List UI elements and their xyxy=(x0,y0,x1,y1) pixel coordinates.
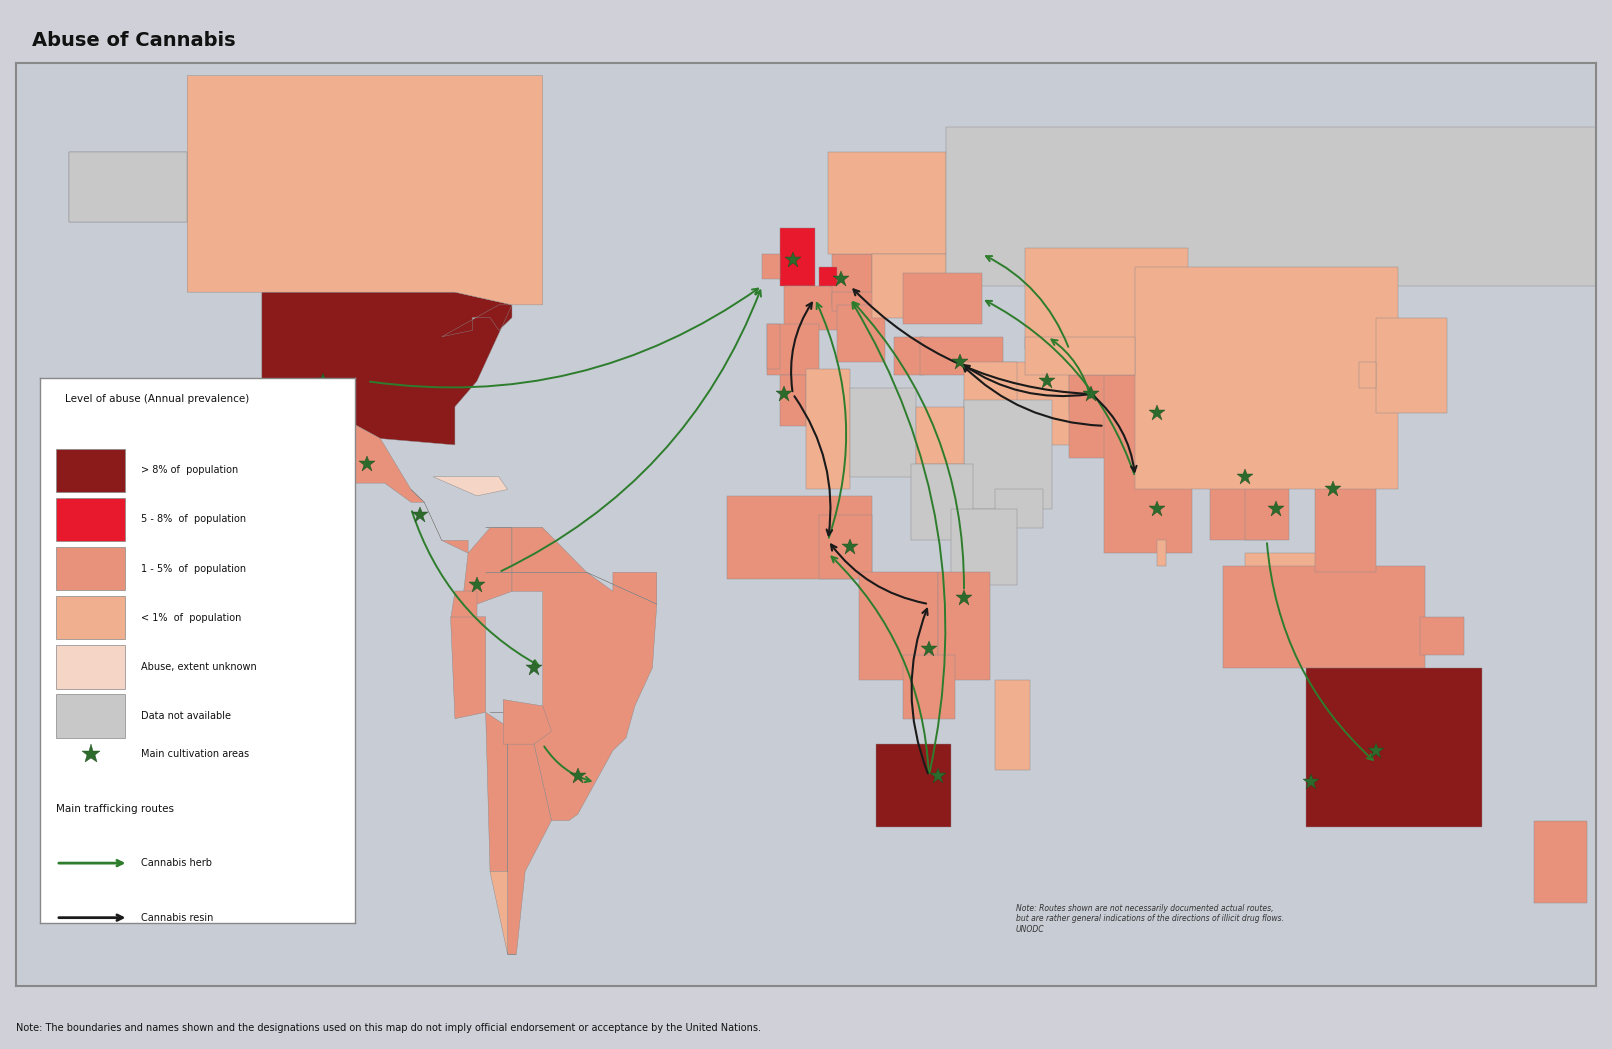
Polygon shape xyxy=(819,515,872,579)
Polygon shape xyxy=(964,401,1051,509)
Polygon shape xyxy=(946,127,1596,285)
Polygon shape xyxy=(903,273,982,324)
Polygon shape xyxy=(1104,374,1193,553)
Text: < 1%  of  population: < 1% of population xyxy=(140,613,242,623)
Polygon shape xyxy=(783,285,841,330)
Text: Note: The boundaries and names shown and the designations used on this map do no: Note: The boundaries and names shown and… xyxy=(16,1023,761,1033)
Polygon shape xyxy=(767,324,780,368)
Polygon shape xyxy=(1244,451,1288,540)
Polygon shape xyxy=(69,152,187,222)
FancyBboxPatch shape xyxy=(56,497,126,541)
Polygon shape xyxy=(1244,553,1333,598)
Text: Main cultivation areas: Main cultivation areas xyxy=(140,749,248,759)
Polygon shape xyxy=(920,337,1003,374)
Polygon shape xyxy=(832,254,872,305)
Polygon shape xyxy=(911,464,972,540)
Text: Main trafficking routes: Main trafficking routes xyxy=(56,804,174,814)
FancyBboxPatch shape xyxy=(56,449,126,492)
Polygon shape xyxy=(490,712,516,955)
FancyBboxPatch shape xyxy=(56,596,126,640)
Text: Cannabis resin: Cannabis resin xyxy=(140,913,213,923)
Polygon shape xyxy=(485,528,656,820)
Polygon shape xyxy=(1535,820,1588,903)
Polygon shape xyxy=(1315,476,1377,573)
Polygon shape xyxy=(780,374,806,426)
Polygon shape xyxy=(780,229,814,285)
Polygon shape xyxy=(1025,248,1188,349)
Text: Cannabis herb: Cannabis herb xyxy=(140,858,211,869)
Text: Abuse of Cannabis: Abuse of Cannabis xyxy=(32,31,235,50)
Polygon shape xyxy=(872,254,946,318)
Polygon shape xyxy=(964,362,1017,420)
Polygon shape xyxy=(837,305,885,362)
Polygon shape xyxy=(1359,362,1377,388)
Polygon shape xyxy=(293,401,424,502)
Polygon shape xyxy=(1157,540,1165,565)
Polygon shape xyxy=(1306,668,1481,827)
FancyBboxPatch shape xyxy=(56,645,126,688)
Text: Abuse, extent unknown: Abuse, extent unknown xyxy=(140,662,256,671)
Polygon shape xyxy=(69,152,187,222)
FancyBboxPatch shape xyxy=(56,694,126,737)
Polygon shape xyxy=(1069,362,1130,413)
Text: Data not available: Data not available xyxy=(140,711,231,721)
FancyBboxPatch shape xyxy=(56,547,126,591)
Polygon shape xyxy=(1025,337,1135,374)
Text: > 8% of  population: > 8% of population xyxy=(140,466,239,475)
Polygon shape xyxy=(450,592,477,617)
Text: Level of abuse (Annual prevalence): Level of abuse (Annual prevalence) xyxy=(66,394,250,404)
Polygon shape xyxy=(1377,318,1446,413)
Polygon shape xyxy=(832,292,880,312)
Polygon shape xyxy=(434,476,508,496)
Polygon shape xyxy=(503,700,551,744)
Polygon shape xyxy=(829,152,946,254)
Polygon shape xyxy=(485,712,551,955)
Text: 1 - 5%  of  population: 1 - 5% of population xyxy=(140,563,247,574)
Polygon shape xyxy=(1193,432,1209,476)
Polygon shape xyxy=(916,407,964,464)
Text: Note: Routes shown are not necessarily documented actual routes,
but are rather : Note: Routes shown are not necessarily d… xyxy=(1016,904,1283,934)
Polygon shape xyxy=(893,337,925,374)
Polygon shape xyxy=(951,509,1017,585)
Polygon shape xyxy=(1420,617,1464,655)
Polygon shape xyxy=(762,254,780,279)
Polygon shape xyxy=(727,496,872,579)
Polygon shape xyxy=(1157,420,1209,438)
Polygon shape xyxy=(850,388,916,476)
Polygon shape xyxy=(995,490,1043,528)
Polygon shape xyxy=(859,573,938,681)
Polygon shape xyxy=(903,655,956,719)
Text: 5 - 8%  of  population: 5 - 8% of population xyxy=(140,514,247,524)
Polygon shape xyxy=(806,368,850,490)
Polygon shape xyxy=(995,681,1030,770)
Polygon shape xyxy=(938,573,990,681)
Polygon shape xyxy=(1069,374,1135,457)
Polygon shape xyxy=(1135,266,1399,490)
Polygon shape xyxy=(485,528,543,565)
Polygon shape xyxy=(1224,565,1425,668)
Polygon shape xyxy=(187,76,543,305)
Polygon shape xyxy=(1209,426,1267,540)
Polygon shape xyxy=(767,324,819,374)
Polygon shape xyxy=(999,362,1083,445)
Polygon shape xyxy=(261,292,513,445)
Polygon shape xyxy=(411,490,467,553)
Polygon shape xyxy=(819,266,837,285)
Polygon shape xyxy=(450,617,485,719)
Polygon shape xyxy=(464,528,513,604)
Polygon shape xyxy=(877,744,951,827)
